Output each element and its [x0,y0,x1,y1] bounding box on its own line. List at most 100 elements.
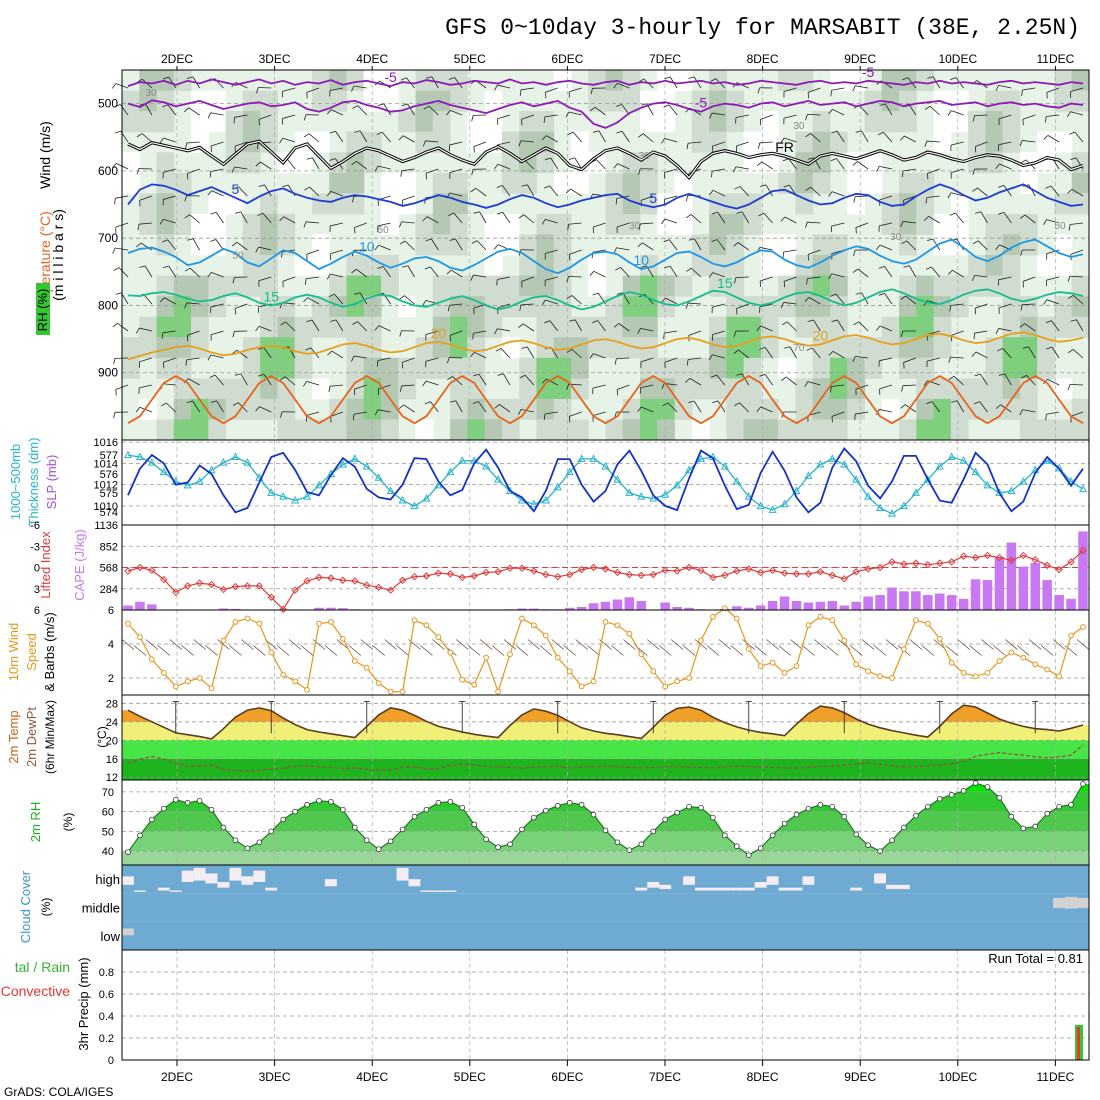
wind-barb [376,131,383,136]
rh-cell [691,234,710,256]
wind-barb [185,359,188,366]
wind-barb [430,401,439,413]
wind-barb [1022,409,1036,413]
rh-cell [501,234,520,256]
wind-barb [335,319,344,332]
wind10m-barb [336,639,350,650]
rh-point [853,831,859,838]
rh-cell [381,378,399,400]
wind-barb [901,170,904,178]
cloud-cover-cell [1017,921,1030,950]
wind-barb [900,404,906,409]
rh-cell [950,213,969,235]
thickness-point [756,501,765,510]
wind-barb [549,320,559,332]
temp-axis-label-1: 2m Temp [6,710,21,763]
cloud-cover-cell [802,921,815,950]
wind-barb [188,107,200,116]
wind-barb [735,114,749,118]
rh-cell [968,255,986,277]
rh-cell [501,419,520,441]
wind10m-barb [181,645,194,656]
cloud-cover-fill [324,879,338,887]
wind-barb [831,411,845,417]
thickness-point [661,490,670,498]
cloud-cover-cell [1077,865,1090,894]
wind-barb [642,242,654,251]
wind-barb [497,141,511,146]
thickness-point [768,505,777,513]
wind-barb [187,330,200,336]
wind-barb [951,110,964,116]
rh-cell [605,172,624,194]
lifted-index-point [422,572,431,580]
wind-barb [931,401,941,413]
rh-cell [864,357,883,379]
wind-barb [565,188,571,194]
rh-cell [225,131,244,153]
rh-point [638,841,645,848]
wind-barb [640,103,647,106]
wind-barb [974,274,988,278]
cape-bar [612,599,623,610]
wind-barb [351,355,355,362]
wind-speed-point [853,661,860,668]
cloud-cover-cell [587,865,601,894]
rh-point [375,846,382,852]
wind-speed-point [399,688,406,695]
cloud-cover-cell [635,893,648,922]
wind-barb [613,247,617,254]
cloud-cover-cell [301,865,314,894]
cape-tick-label: 1136 [94,520,118,532]
temperature-contour-surface [127,375,1084,425]
wind-barb [694,238,702,251]
wind10m-barb [527,639,541,650]
rh-cell [191,111,209,133]
rh-cell [519,357,537,379]
cloud-cover-fill [778,887,792,891]
wind-barb [326,273,331,280]
rh-cell [778,70,796,92]
cloud-level-label: middle [82,901,120,916]
cloud-cover-cell [348,893,362,922]
rh-cell [225,378,244,400]
wind-barb [568,276,582,278]
wind-barb [810,186,821,197]
wind-barb [759,246,773,251]
lifted-index-point [852,568,860,576]
wind-barb [161,332,164,339]
rh-cell [450,357,468,379]
thickness-tick-label: 575 [100,488,118,500]
rh-cell [640,275,658,297]
rh-cell [242,275,261,297]
cloud-cover-cell [515,865,529,894]
date-label-bottom: 10DEC [938,1070,977,1084]
date-label-bottom: 8DEC [747,1070,779,1084]
cape-bar [934,593,945,610]
wind-barb [357,105,368,116]
wind-barb [374,325,380,331]
cloud-cover-cell [193,893,207,922]
cloud-cover-cell [217,921,231,950]
rh-cell [346,255,365,277]
wind-speed-point [280,671,287,678]
thickness-point [792,486,801,494]
rh-cell [812,255,831,277]
wind-barb [207,190,212,196]
wind10m-barb [420,645,433,656]
wind-barb [832,108,845,116]
wind-barb [521,408,534,413]
wind-barb [359,130,368,143]
wind10m-barb [503,639,517,650]
rh-point [316,797,322,804]
lifted-index-point [1043,561,1051,570]
rh-cell [1019,357,1038,379]
rh-cell [899,234,917,256]
thickness-point [135,452,144,460]
cloud-cover-cell [157,893,171,922]
wind-barb [685,378,691,383]
cloud-cover-cell [492,865,505,894]
wind-barb [168,265,177,278]
rh-cell [173,70,192,92]
wind-barb [875,325,881,331]
